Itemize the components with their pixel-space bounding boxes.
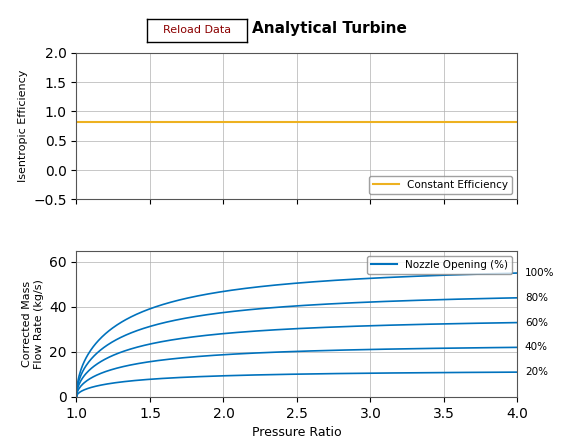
Text: 40%: 40% — [524, 342, 548, 352]
Text: 80%: 80% — [524, 293, 548, 303]
Text: Analytical Turbine: Analytical Turbine — [252, 21, 407, 36]
X-axis label: Pressure Ratio: Pressure Ratio — [252, 426, 342, 439]
Legend: Nozzle Opening (%): Nozzle Opening (%) — [366, 256, 512, 274]
Y-axis label: Isentropic Efficiency: Isentropic Efficiency — [18, 70, 28, 182]
Legend: Constant Efficiency: Constant Efficiency — [369, 176, 512, 194]
Y-axis label: Corrected Mass
Flow Rate (kg/s): Corrected Mass Flow Rate (kg/s) — [22, 279, 44, 369]
Text: 60%: 60% — [524, 318, 548, 328]
Text: Reload Data: Reload Data — [163, 26, 231, 35]
Text: 100%: 100% — [524, 268, 554, 278]
Text: 20%: 20% — [524, 367, 548, 377]
